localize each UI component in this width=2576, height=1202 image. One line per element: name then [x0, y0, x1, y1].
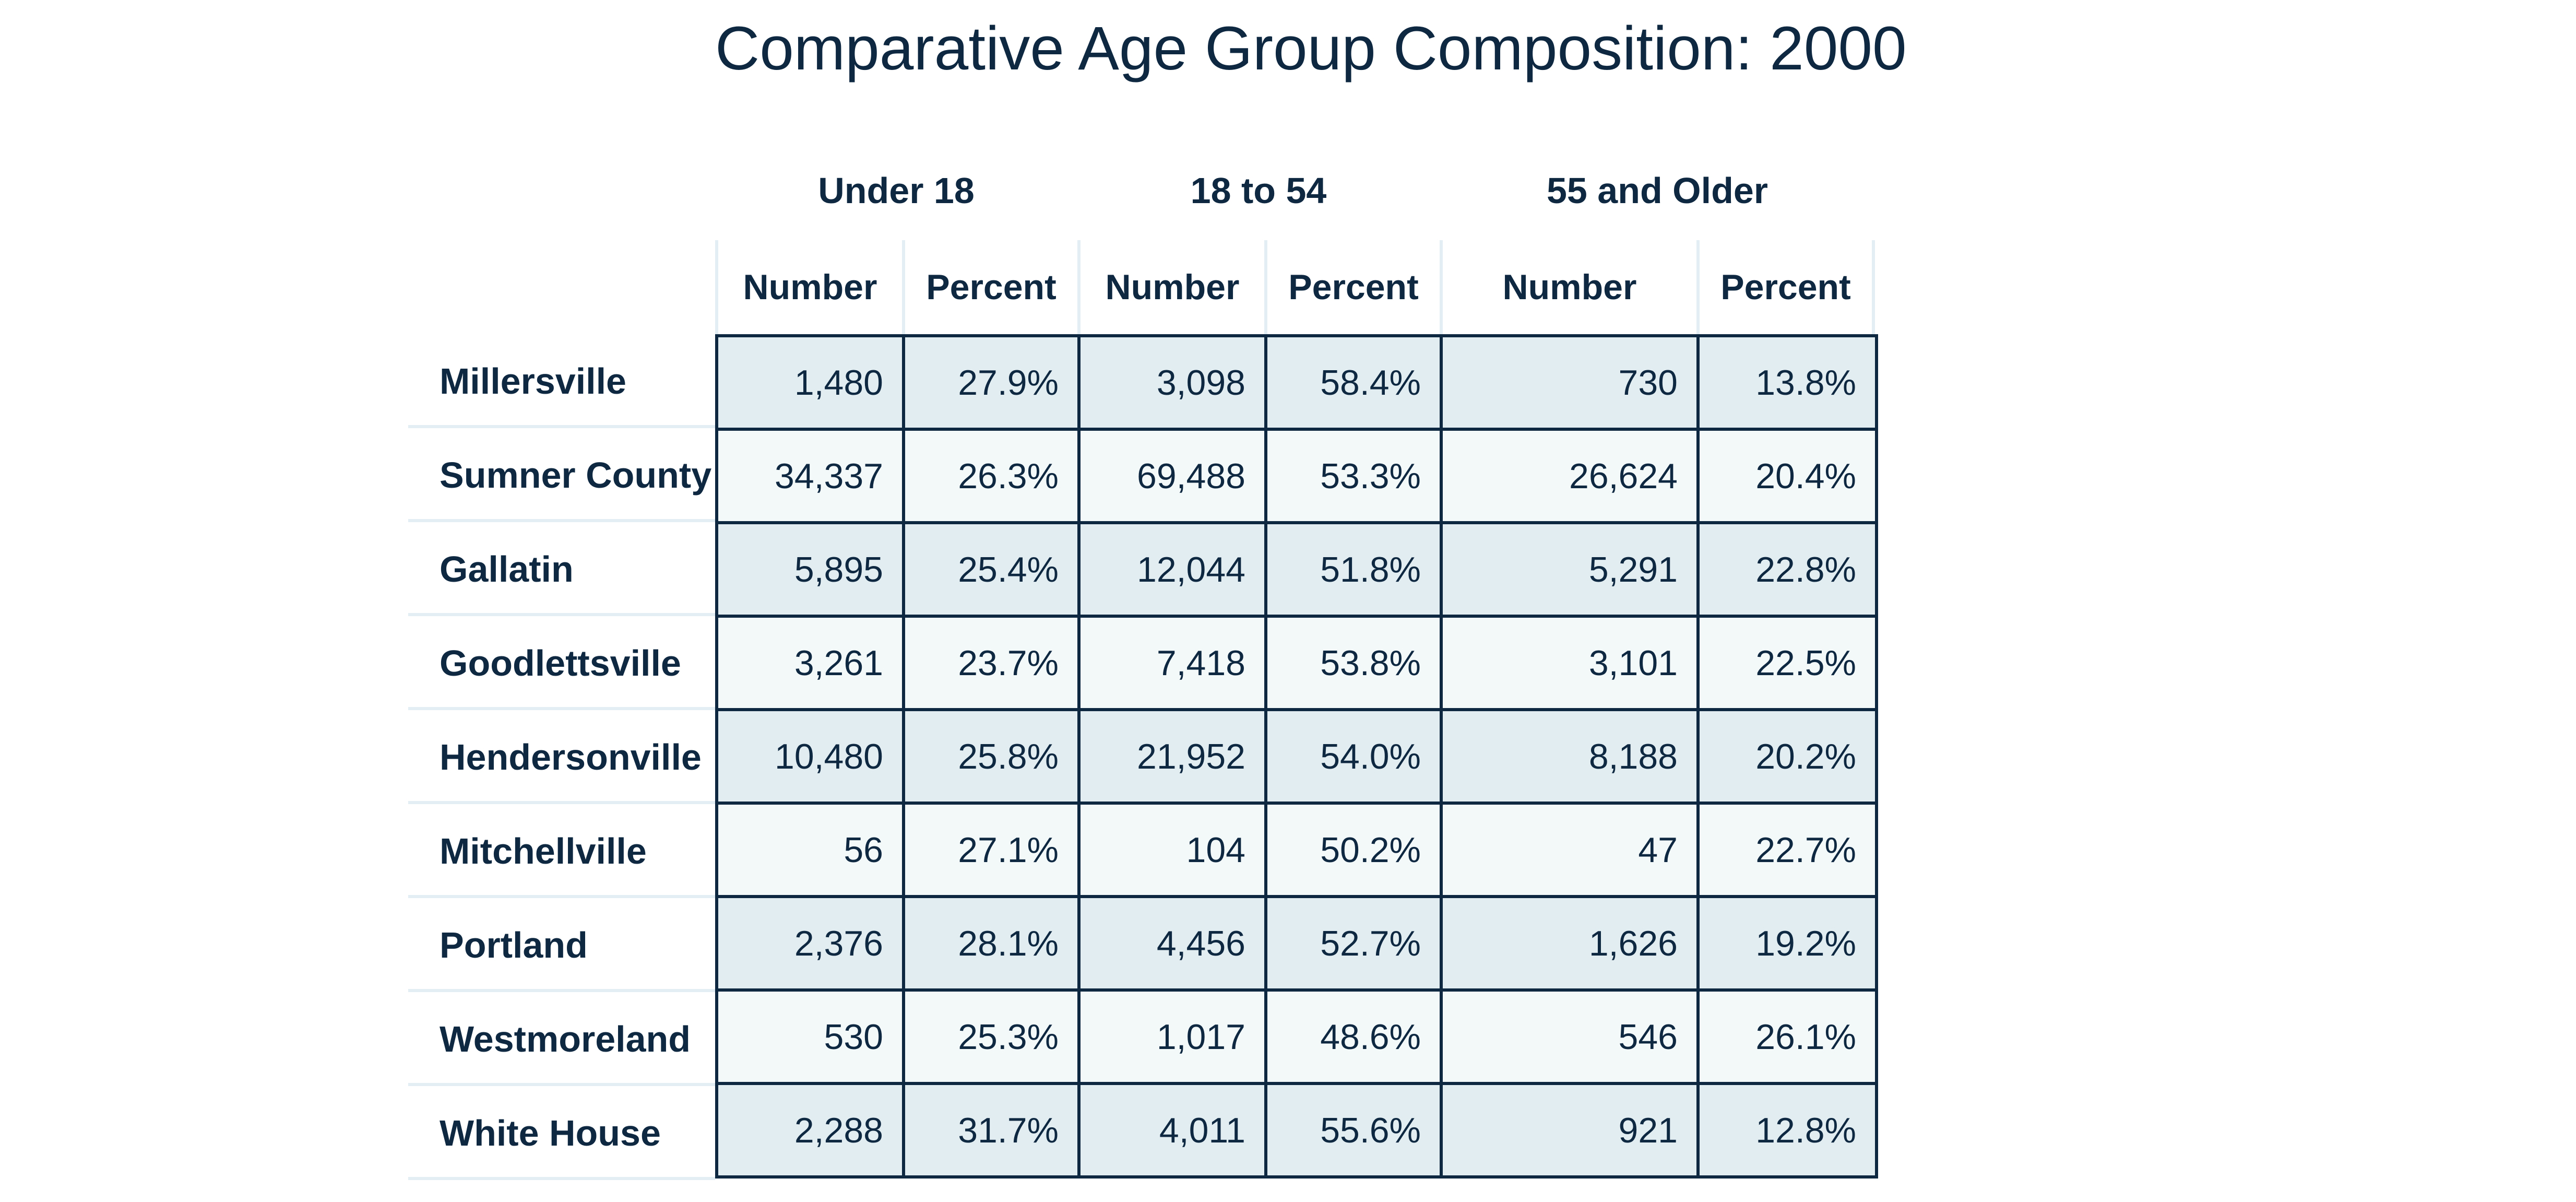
cell-18-to-54-percent: 51.8%	[1264, 521, 1443, 618]
sub-header-row: Number Percent Number Percent Number Per…	[715, 240, 1875, 334]
cell-18-to-54-number: 1,017	[1077, 988, 1267, 1085]
cell-18-to-54-number: 4,456	[1077, 895, 1267, 992]
column-header-number: Number	[1077, 240, 1264, 334]
group-header-18-to-54: 18 to 54	[1190, 170, 1327, 211]
row-label: Goodlettsville	[408, 616, 715, 710]
cell-55-older-percent: 19.2%	[1696, 895, 1878, 992]
cell-55-older-percent: 22.5%	[1696, 615, 1878, 711]
cell-under-18-number: 34,337	[715, 428, 905, 524]
cell-under-18-percent: 27.1%	[902, 802, 1081, 898]
cell-55-older-number: 3,101	[1440, 615, 1700, 711]
cell-18-to-54-number: 4,011	[1077, 1082, 1267, 1179]
age-group-table: 1,480 27.9% 3,098 58.4% 730 13.8% 34,337…	[715, 334, 1878, 1179]
cell-18-to-54-percent: 54.0%	[1264, 708, 1443, 805]
cell-55-older-percent: 20.2%	[1696, 708, 1878, 805]
cell-under-18-percent: 25.3%	[902, 988, 1081, 1085]
table-row: 530 25.3% 1,017 48.6% 546 26.1%	[715, 988, 1878, 1085]
column-header-percent: Percent	[902, 240, 1077, 334]
cell-55-older-number: 26,624	[1440, 428, 1700, 524]
cell-under-18-percent: 27.9%	[902, 334, 1081, 431]
cell-under-18-percent: 25.8%	[902, 708, 1081, 805]
cell-under-18-number: 10,480	[715, 708, 905, 805]
cell-55-older-percent: 22.8%	[1696, 521, 1878, 618]
cell-under-18-percent: 26.3%	[902, 428, 1081, 524]
column-header-percent: Percent	[1264, 240, 1440, 334]
row-label: White House	[408, 1086, 715, 1180]
cell-under-18-percent: 28.1%	[902, 895, 1081, 992]
cell-under-18-number: 56	[715, 802, 905, 898]
page-title: Comparative Age Group Composition: 2000	[715, 14, 1907, 83]
column-header-number: Number	[1440, 240, 1696, 334]
table-row: 3,261 23.7% 7,418 53.8% 3,101 22.5%	[715, 615, 1878, 711]
cell-under-18-number: 2,288	[715, 1082, 905, 1179]
cell-18-to-54-number: 69,488	[1077, 428, 1267, 524]
cell-55-older-number: 47	[1440, 802, 1700, 898]
cell-under-18-number: 1,480	[715, 334, 905, 431]
cell-under-18-number: 5,895	[715, 521, 905, 618]
column-header-percent: Percent	[1696, 240, 1875, 334]
cell-55-older-percent: 13.8%	[1696, 334, 1878, 431]
row-label: Millersville	[408, 334, 715, 428]
cell-18-to-54-number: 3,098	[1077, 334, 1267, 431]
cell-55-older-percent: 26.1%	[1696, 988, 1878, 1085]
cell-18-to-54-number: 104	[1077, 802, 1267, 898]
cell-55-older-number: 730	[1440, 334, 1700, 431]
cell-55-older-number: 546	[1440, 988, 1700, 1085]
row-label: Mitchellville	[408, 804, 715, 898]
cell-18-to-54-percent: 50.2%	[1264, 802, 1443, 898]
column-header-number: Number	[715, 240, 902, 334]
table-row: 56 27.1% 104 50.2% 47 22.7%	[715, 802, 1878, 898]
cell-18-to-54-percent: 55.6%	[1264, 1082, 1443, 1179]
cell-18-to-54-number: 7,418	[1077, 615, 1267, 711]
cell-under-18-percent: 25.4%	[902, 521, 1081, 618]
cell-55-older-percent: 20.4%	[1696, 428, 1878, 524]
table-row: 5,895 25.4% 12,044 51.8% 5,291 22.8%	[715, 521, 1878, 618]
cell-under-18-number: 3,261	[715, 615, 905, 711]
table-row: 10,480 25.8% 21,952 54.0% 8,188 20.2%	[715, 708, 1878, 805]
row-label: Sumner County	[408, 428, 715, 522]
group-header-55-and-older: 55 and Older	[1546, 170, 1768, 211]
row-label: Westmoreland	[408, 992, 715, 1086]
cell-18-to-54-percent: 58.4%	[1264, 334, 1443, 431]
row-label: Portland	[408, 898, 715, 992]
cell-55-older-number: 5,291	[1440, 521, 1700, 618]
cell-18-to-54-number: 12,044	[1077, 521, 1267, 618]
cell-under-18-number: 2,376	[715, 895, 905, 992]
cell-55-older-number: 8,188	[1440, 708, 1700, 805]
table-row: 2,376 28.1% 4,456 52.7% 1,626 19.2%	[715, 895, 1878, 992]
row-labels: Millersville Sumner County Gallatin Good…	[408, 334, 715, 1180]
table-row: 34,337 26.3% 69,488 53.3% 26,624 20.4%	[715, 428, 1878, 524]
cell-55-older-number: 1,626	[1440, 895, 1700, 992]
cell-under-18-percent: 31.7%	[902, 1082, 1081, 1179]
row-label: Hendersonville	[408, 710, 715, 804]
group-header-under-18: Under 18	[818, 170, 975, 211]
cell-18-to-54-percent: 48.6%	[1264, 988, 1443, 1085]
cell-under-18-percent: 23.7%	[902, 615, 1081, 711]
cell-under-18-number: 530	[715, 988, 905, 1085]
cell-18-to-54-percent: 53.8%	[1264, 615, 1443, 711]
table-row: 2,288 31.7% 4,011 55.6% 921 12.8%	[715, 1082, 1878, 1179]
cell-55-older-percent: 12.8%	[1696, 1082, 1878, 1179]
cell-18-to-54-percent: 52.7%	[1264, 895, 1443, 992]
table-row: 1,480 27.9% 3,098 58.4% 730 13.8%	[715, 334, 1878, 431]
cell-55-older-number: 921	[1440, 1082, 1700, 1179]
cell-55-older-percent: 22.7%	[1696, 802, 1878, 898]
cell-18-to-54-percent: 53.3%	[1264, 428, 1443, 524]
row-label: Gallatin	[408, 522, 715, 616]
cell-18-to-54-number: 21,952	[1077, 708, 1267, 805]
